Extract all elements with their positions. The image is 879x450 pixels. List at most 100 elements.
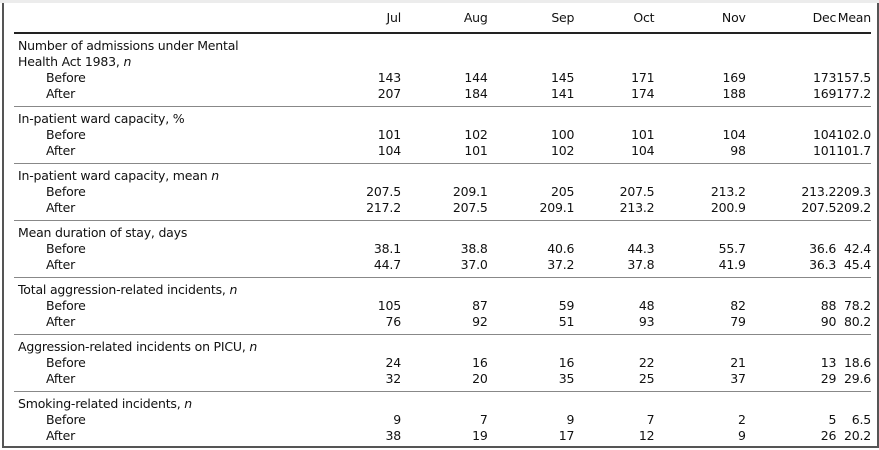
section-label-text: In-patient ward capacity, mean (18, 168, 212, 183)
section-label-row: In-patient ward capacity, mean n (14, 164, 871, 185)
table-cell: 38.8 (460, 241, 488, 256)
table-cell: 171 (631, 70, 655, 85)
table-cell: 209.2 (836, 200, 871, 221)
table-cell: 105 (377, 298, 401, 313)
table-cell: 169 (745, 86, 836, 107)
column-header-blank (14, 3, 308, 34)
row-label: Before (46, 127, 86, 142)
table-cell: 24 (385, 355, 401, 370)
table-cell: 217.2 (307, 200, 401, 221)
row-label: After (14, 257, 308, 278)
table-row: Before 101 102 100 101 104 104 102.0 (14, 127, 871, 143)
table-cell: 177.2 (836, 86, 871, 107)
section-label-text: In-patient ward capacity, % (18, 111, 185, 126)
table-cell: 157.5 (836, 70, 871, 85)
column-header: Oct (574, 3, 655, 34)
table-cell: 16 (558, 355, 575, 370)
table-cell: 213.2 (574, 200, 655, 221)
row-label: Before (46, 355, 86, 370)
table-cell: 44.7 (307, 257, 401, 278)
column-header: Jul (307, 3, 401, 34)
table-cell: 59 (558, 298, 575, 313)
row-label: After (14, 200, 308, 221)
table-cell: 213.2 (710, 184, 746, 199)
section-label-text: Mean duration of stay, days (18, 225, 188, 240)
section-label: In-patient ward capacity, mean n (14, 164, 871, 185)
table-cell: 48 (638, 298, 655, 313)
table-cell: 51 (487, 314, 574, 335)
table-row: After 32 20 35 25 37 29 29.6 (14, 371, 871, 392)
section-label-row: Health Act 1983, n (14, 54, 871, 70)
table-row: Before 105 87 59 48 82 88 78.2 (14, 298, 871, 314)
table-row: Before 143 144 145 171 169 173 157.5 (14, 70, 871, 86)
table-cell: 29.6 (836, 371, 871, 392)
table-cell: 104 (307, 143, 401, 164)
section-label: In-patient ward capacity, % (14, 107, 871, 128)
table-cell: 209.1 (452, 184, 488, 199)
table-cell: 19 (472, 428, 488, 443)
table-cell: 21 (730, 355, 746, 370)
table-cell: 9 (393, 412, 401, 427)
table-cell: 40.6 (547, 241, 575, 256)
table-section: In-patient ward capacity, mean n Before 20… (14, 164, 871, 221)
table-cell: 7 (646, 412, 655, 427)
table-cell: 213.2 (801, 184, 837, 199)
row-label: Before (46, 70, 86, 85)
column-header: Dec (745, 3, 836, 34)
unit-symbol: n (211, 168, 219, 183)
table-cell: 141 (487, 86, 574, 107)
table-cell: 22 (638, 355, 655, 370)
table-cell: 92 (400, 314, 488, 335)
table-cell: 80.2 (836, 314, 871, 335)
unit-symbol: n (184, 396, 193, 411)
table-cell: 173 (812, 70, 837, 85)
table-section: Number of admissions under Mental Health … (14, 33, 871, 107)
column-header: Mean (836, 3, 871, 34)
table-cell: 207 (307, 86, 401, 107)
table-cell: 41.9 (654, 257, 746, 278)
table-cell: 169 (722, 70, 746, 85)
table-cell: 82 (730, 298, 746, 313)
table-cell: 102 (487, 143, 574, 164)
table-cell: 174 (574, 86, 655, 107)
table-cell: 101 (400, 143, 488, 164)
table-cell: 32 (307, 371, 401, 392)
table-cell: 44.3 (627, 241, 655, 256)
table-cell: 101 (745, 143, 836, 164)
table-cell: 20.2 (843, 428, 871, 443)
unit-symbol: n (229, 282, 238, 297)
table-row: Before 207.5 209.1 205 207.5 213.2 213.2 209.3 (14, 184, 871, 200)
table-cell: 102 (464, 127, 488, 142)
table-cell: 37 (654, 371, 746, 392)
table-cell: 37.8 (574, 257, 655, 278)
section-label-text: Total aggression-related incidents, (18, 282, 230, 297)
table-cell: 101 (377, 127, 401, 142)
table-cell: 145 (551, 70, 575, 85)
section-label-row: In-patient ward capacity, % (14, 107, 871, 128)
section-label-text: Aggression-related incidents on PICU, (18, 339, 250, 354)
table-cell: 79 (654, 314, 746, 335)
table-row: After 38 19 17 12 9 26 20.2 (14, 428, 871, 448)
table-frame: Jul Aug Sep Oct Nov Dec Mean Number of admissi… (2, 3, 879, 448)
top-band (0, 0, 879, 3)
table-cell: 76 (307, 314, 401, 335)
table-cell: 37.0 (400, 257, 488, 278)
column-header: Sep (487, 3, 574, 34)
table-section: Aggression-related incidents on PICU, n B… (14, 335, 871, 392)
table-cell: 98 (654, 143, 746, 164)
table-row: After 207 184 141 174 188 169 177.2 (14, 86, 871, 107)
table-cell: 37.2 (487, 257, 574, 278)
table-cell: 104 (812, 127, 837, 142)
header-row: Jul Aug Sep Oct Nov Dec Mean (14, 3, 871, 34)
table-cell: 16 (472, 355, 488, 370)
table-cell: 207.5 (619, 184, 655, 199)
row-label: Before (46, 298, 86, 313)
unit-symbol: n (249, 339, 258, 354)
table-cell: 93 (574, 314, 655, 335)
table-cell: 200.9 (654, 200, 746, 221)
table-section: In-patient ward capacity, % Before 101 102 1… (14, 107, 871, 164)
table-cell: 209.3 (836, 184, 871, 199)
table-cell: 205 (551, 184, 575, 199)
row-label: Before (46, 184, 86, 199)
row-label: After (14, 371, 308, 392)
